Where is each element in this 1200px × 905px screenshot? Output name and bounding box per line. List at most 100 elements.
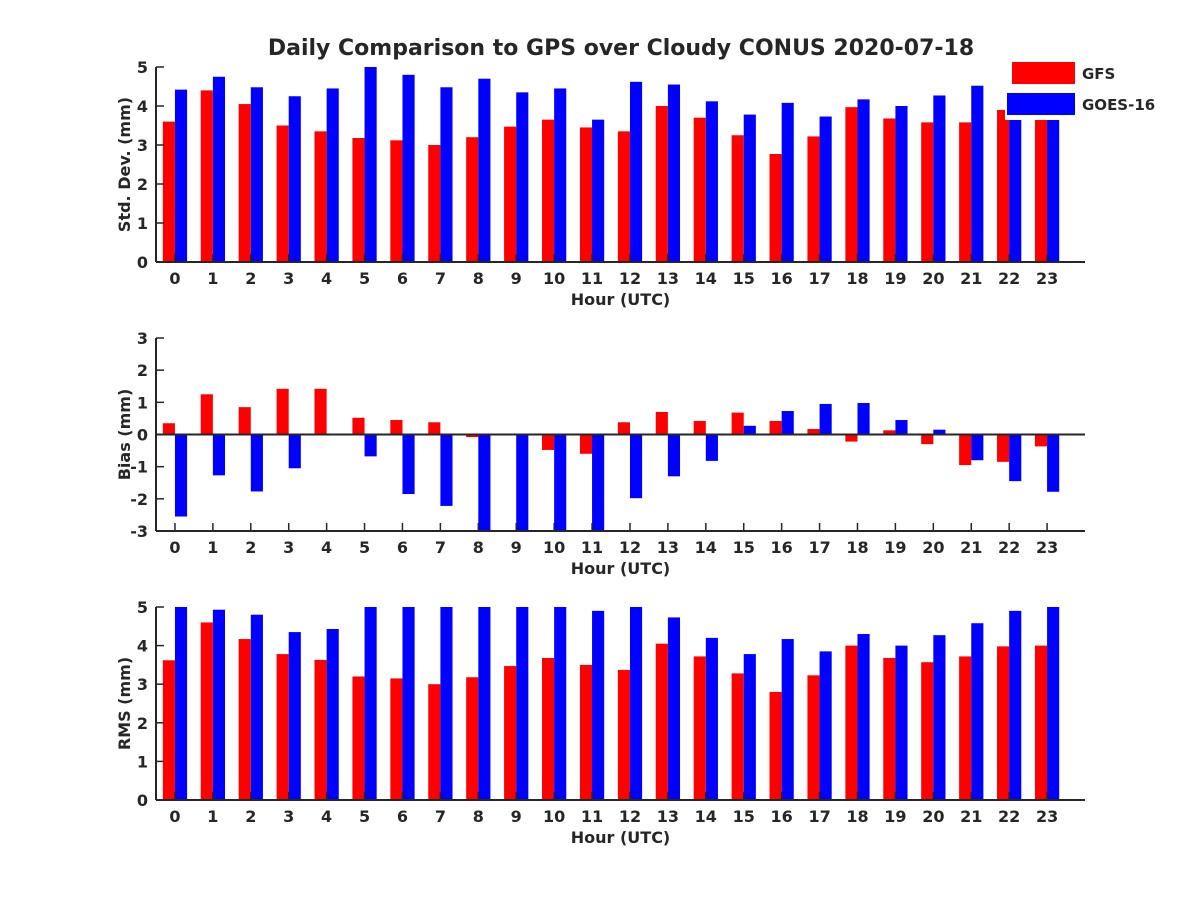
x-tick-label: 13 — [657, 807, 679, 826]
x-tick-label: 18 — [846, 807, 868, 826]
bar-goes-16-11 — [592, 120, 604, 262]
bar-goes-16-12 — [630, 607, 642, 800]
bar-gfs-19 — [883, 118, 895, 262]
y-tick-label: -2 — [130, 490, 148, 509]
y-tick-label: 0 — [137, 426, 148, 445]
x-tick-label: 8 — [473, 807, 484, 826]
x-tick-label: 15 — [733, 538, 755, 557]
bar-gfs-7 — [428, 422, 440, 434]
bar-gfs-15 — [732, 135, 744, 262]
bar-gfs-23 — [1035, 435, 1047, 447]
y-tick-label: 3 — [137, 675, 148, 694]
x-tick-label: 1 — [207, 269, 218, 288]
x-tick-label: 19 — [884, 807, 906, 826]
bar-gfs-18 — [845, 107, 857, 262]
bar-gfs-9 — [504, 127, 516, 262]
x-axis-label: Hour (UTC) — [571, 828, 671, 847]
legend-label-goes-16: GOES-16 — [1082, 96, 1155, 114]
bar-goes-16-13 — [668, 435, 680, 477]
x-tick-label: 12 — [619, 269, 641, 288]
bar-gfs-3 — [277, 126, 289, 263]
bar-gfs-15 — [732, 413, 744, 435]
x-tick-label: 10 — [543, 538, 565, 557]
x-tick-label: 2 — [245, 807, 256, 826]
bar-goes-16-17 — [820, 117, 832, 262]
chart-title: Daily Comparison to GPS over Cloudy CONU… — [268, 36, 974, 61]
bar-gfs-16 — [770, 421, 782, 435]
x-tick-label: 16 — [771, 538, 793, 557]
x-tick-label: 23 — [1036, 807, 1058, 826]
x-tick-label: 9 — [511, 269, 522, 288]
y-tick-label: 2 — [137, 714, 148, 733]
bar-gfs-4 — [315, 389, 327, 435]
bar-gfs-5 — [352, 676, 364, 800]
bar-gfs-22 — [997, 110, 1009, 262]
bar-gfs-17 — [807, 136, 819, 262]
bar-goes-16-6 — [402, 607, 414, 800]
bar-goes-16-10 — [554, 88, 566, 262]
bar-goes-16-0 — [175, 435, 187, 517]
x-tick-label: 8 — [473, 269, 484, 288]
bar-gfs-19 — [883, 658, 895, 800]
x-tick-label: 15 — [733, 269, 755, 288]
bar-gfs-13 — [656, 412, 668, 435]
x-tick-label: 17 — [808, 538, 830, 557]
bar-goes-16-19 — [895, 420, 907, 434]
bar-goes-16-2 — [251, 87, 263, 262]
bar-gfs-13 — [656, 106, 668, 262]
bar-goes-16-10 — [554, 607, 566, 800]
bar-goes-16-3 — [289, 435, 301, 469]
bar-goes-16-18 — [857, 403, 869, 435]
bar-goes-16-12 — [630, 82, 642, 262]
bar-gfs-8 — [466, 137, 478, 262]
bar-goes-16-8 — [478, 79, 490, 262]
bar-gfs-12 — [618, 670, 630, 800]
x-tick-label: 0 — [169, 538, 180, 557]
bar-gfs-1 — [201, 90, 213, 262]
bar-goes-16-16 — [782, 411, 794, 434]
y-tick-label: 4 — [137, 637, 148, 656]
bar-goes-16-9 — [516, 435, 528, 532]
x-tick-label: 17 — [808, 807, 830, 826]
x-tick-label: 0 — [169, 807, 180, 826]
x-tick-label: 0 — [169, 269, 180, 288]
x-tick-label: 4 — [321, 538, 332, 557]
x-tick-label: 13 — [657, 269, 679, 288]
bar-gfs-11 — [580, 127, 592, 262]
x-tick-label: 23 — [1036, 538, 1058, 557]
x-tick-label: 6 — [397, 807, 408, 826]
bar-gfs-15 — [732, 673, 744, 800]
legend-swatch-gfs — [1012, 62, 1075, 84]
bar-goes-16-9 — [516, 607, 528, 800]
x-tick-label: 17 — [808, 269, 830, 288]
x-tick-label: 21 — [960, 807, 982, 826]
x-tick-label: 11 — [581, 538, 603, 557]
x-tick-label: 9 — [511, 538, 522, 557]
bar-goes-16-14 — [706, 638, 718, 800]
bar-gfs-7 — [428, 145, 440, 262]
bar-gfs-10 — [542, 435, 554, 450]
x-tick-label: 3 — [283, 538, 294, 557]
series-goes-16 — [175, 403, 1059, 531]
bar-gfs-12 — [618, 422, 630, 434]
y-tick-label: 4 — [137, 97, 148, 116]
x-tick-label: 3 — [283, 807, 294, 826]
x-tick-label: 20 — [922, 538, 944, 557]
x-tick-label: 9 — [511, 807, 522, 826]
x-tick-label: 4 — [321, 269, 332, 288]
x-tick-label: 5 — [359, 538, 370, 557]
bar-goes-16-22 — [1009, 435, 1021, 482]
bar-gfs-10 — [542, 658, 554, 800]
bar-goes-16-10 — [554, 435, 566, 532]
x-tick-label: 11 — [581, 269, 603, 288]
y-tick-label: 0 — [137, 253, 148, 272]
bar-goes-16-16 — [782, 639, 794, 800]
x-tick-label: 8 — [473, 538, 484, 557]
x-tick-label: 20 — [922, 807, 944, 826]
bar-gfs-14 — [694, 421, 706, 435]
bar-gfs-14 — [694, 118, 706, 262]
y-tick-label: 2 — [137, 175, 148, 194]
